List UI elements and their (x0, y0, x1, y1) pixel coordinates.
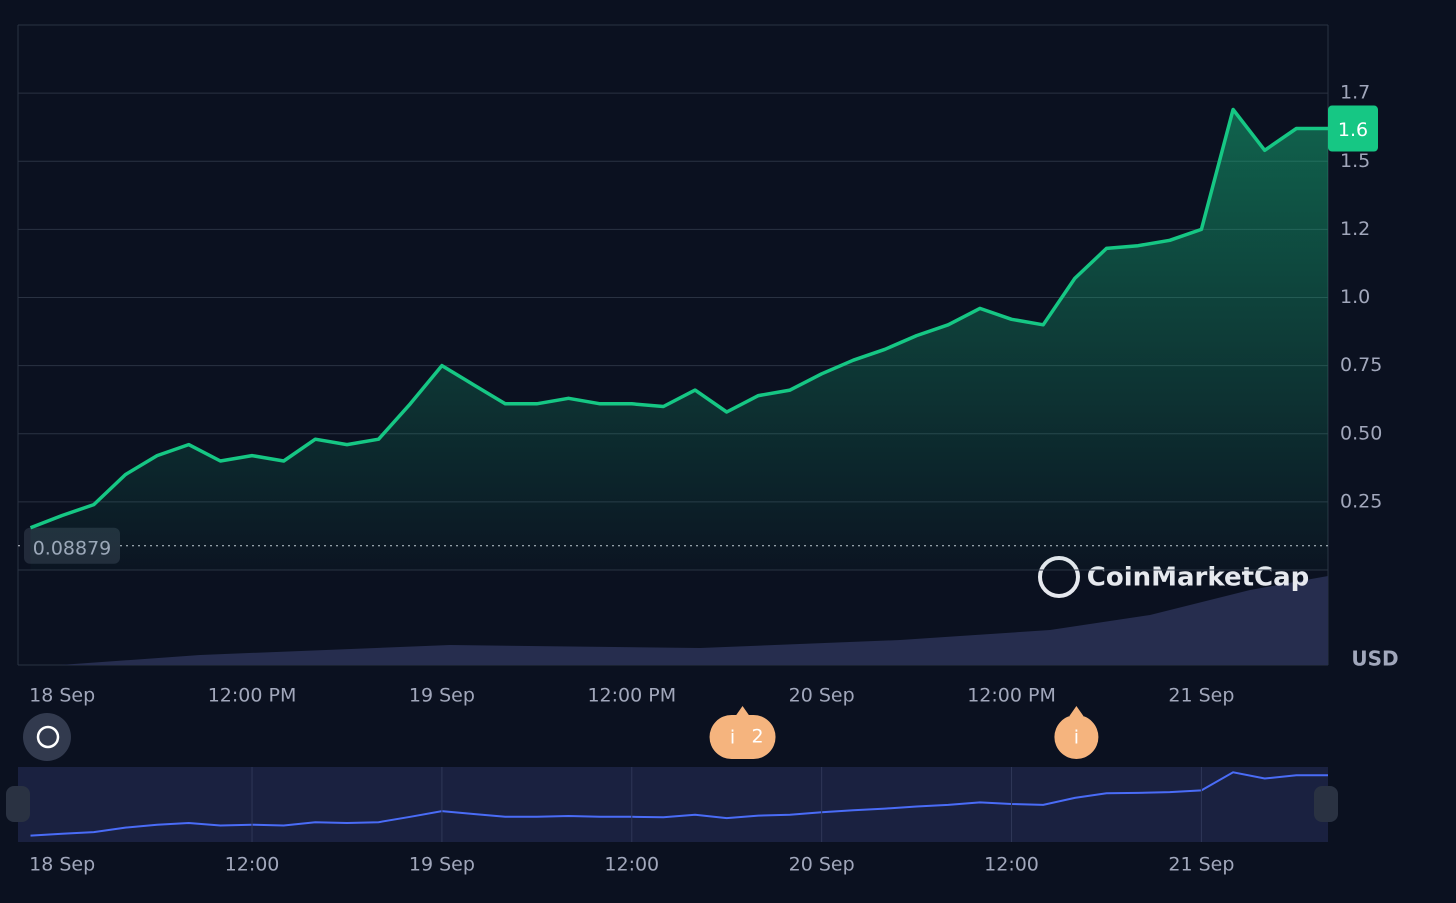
navigator-tick-label: 21 Sep (1168, 854, 1234, 876)
event-count: 2 (751, 726, 763, 748)
navigator-tick-label: 12:00 (984, 854, 1039, 876)
y-tick-label: 1.2 (1340, 218, 1370, 240)
navigator-tick-label: 12:00 (225, 854, 280, 876)
volume-area (60, 576, 1328, 665)
history-icon (36, 725, 60, 749)
navigator-handle[interactable] (6, 786, 30, 822)
event-icon: i (730, 727, 735, 749)
navigator-tick-label: 18 Sep (29, 854, 95, 876)
navigator-handle[interactable] (1314, 786, 1338, 822)
x-tick-label: 12:00 PM (967, 685, 1056, 707)
price-area (30, 109, 1328, 570)
history-button[interactable] (23, 713, 71, 761)
x-tick-label: 20 Sep (789, 685, 855, 707)
event-marker[interactable] (1054, 706, 1099, 759)
navigator (18, 767, 1328, 842)
currency-label: USD (1351, 647, 1398, 671)
y-tick-label: 1.0 (1340, 286, 1370, 308)
last-price-bg (1328, 105, 1378, 152)
navigator-tick-label: 12:00 (604, 854, 659, 876)
x-tick-label: 21 Sep (1168, 685, 1234, 707)
navigator-line (30, 771, 1328, 837)
event-icon: i (1074, 727, 1079, 749)
x-tick-label: 18 Sep (29, 685, 95, 707)
event-marker[interactable] (709, 706, 776, 759)
y-tick-label: 0.50 (1340, 422, 1382, 444)
x-tick-label: 12:00 PM (208, 685, 297, 707)
y-tick-label: 1.7 (1340, 82, 1370, 104)
y-tick-label: 0.75 (1340, 354, 1382, 376)
x-tick-label: 19 Sep (409, 685, 475, 707)
y-tick-label: 1.5 (1340, 150, 1370, 172)
last-price-label: 1.6 (1338, 119, 1368, 141)
price-line (29, 107, 1328, 530)
x-tick-label: 12:00 PM (587, 685, 676, 707)
navigator-tick-label: 19 Sep (409, 854, 475, 876)
y-tick-label: 0.25 (1340, 490, 1382, 512)
navigator-tick-label: 20 Sep (789, 854, 855, 876)
